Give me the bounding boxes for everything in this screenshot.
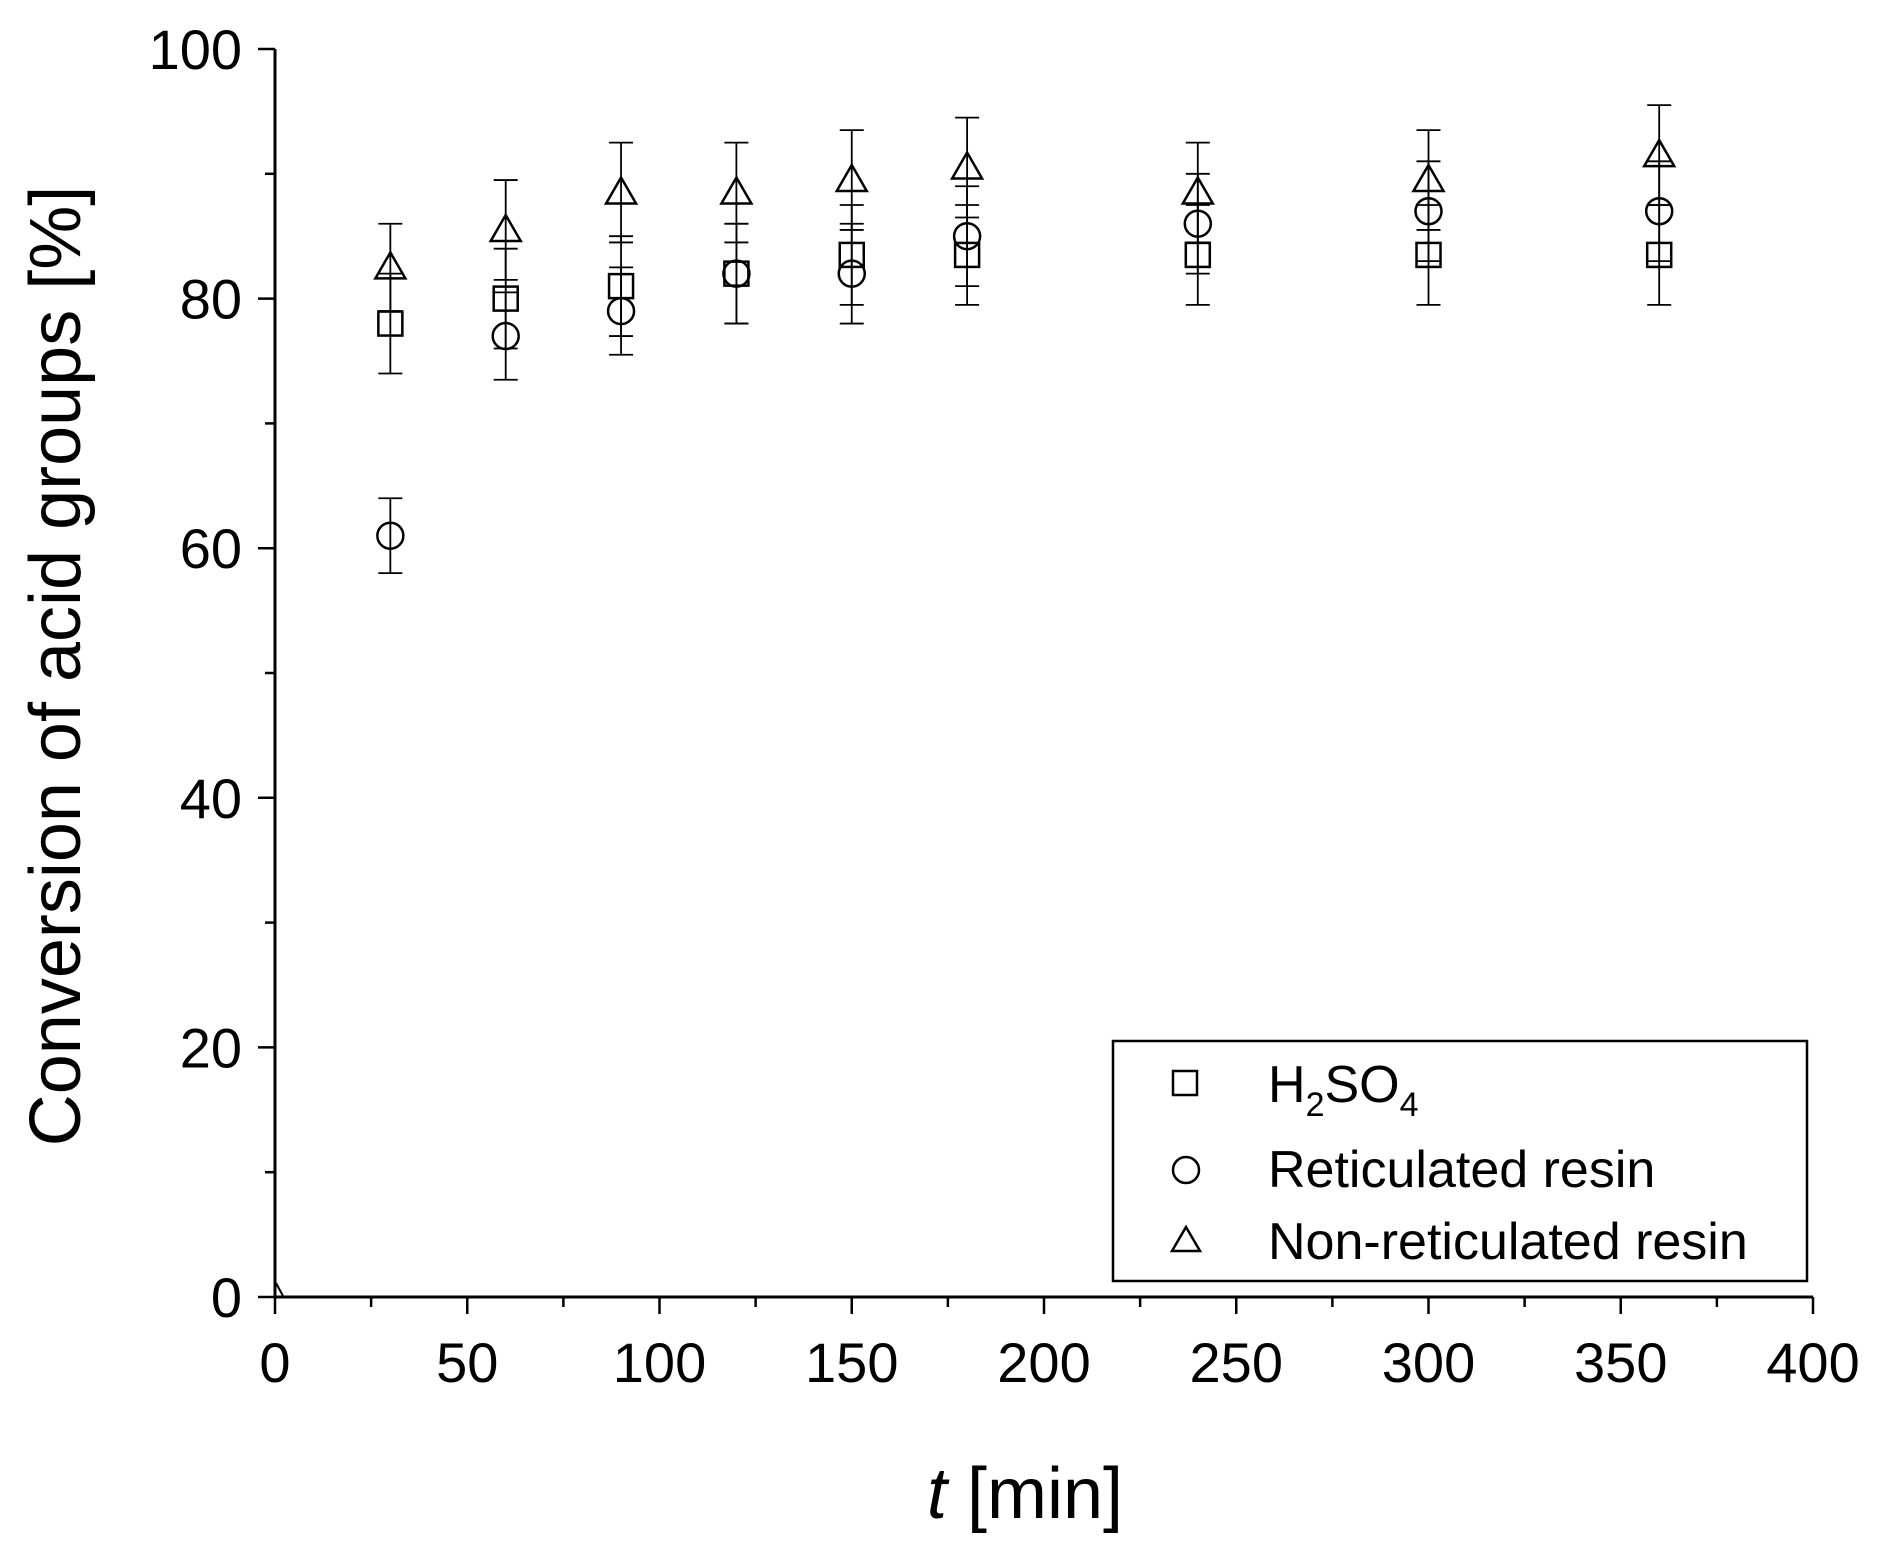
legend-label-non-reticulated: Non-reticulated resin bbox=[1268, 1213, 1748, 1271]
data-point-non-reticulated bbox=[1642, 137, 1677, 168]
x-tick-label: 300 bbox=[1382, 1331, 1475, 1394]
y-axis-title: Conversion of acid groups [%] bbox=[16, 186, 96, 1147]
legend-box bbox=[1111, 1039, 1809, 1283]
data-point-non-reticulated bbox=[373, 249, 408, 280]
y-tick-label: 60 bbox=[180, 517, 242, 580]
data-point-reticulated bbox=[837, 259, 866, 288]
plot-area: 0 50 100 150 200 250 300 350 400 0 20 40 60 80 100 bbox=[149, 18, 1860, 1394]
data-point-reticulated bbox=[606, 296, 636, 326]
y-tick-label: 0 bbox=[211, 1266, 242, 1329]
legend: H2SO4 Reticulated resin Non-reticulated … bbox=[1111, 1039, 1809, 1283]
data-point-reticulated bbox=[491, 321, 520, 351]
legend-h2so4-sub1: 2 bbox=[1306, 1086, 1325, 1124]
y-tick-label: 40 bbox=[180, 767, 242, 830]
x-tick-label: 0 bbox=[259, 1331, 290, 1394]
x-tick-label: 200 bbox=[997, 1331, 1090, 1394]
y-tick-label: 100 bbox=[149, 18, 242, 81]
x-tick-label: 150 bbox=[805, 1331, 898, 1394]
legend-label-h2so4: H2SO4 bbox=[1268, 1056, 1419, 1124]
y-tick-label: 20 bbox=[180, 1016, 242, 1079]
x-tick-label: 250 bbox=[1190, 1331, 1283, 1394]
data-point-non-reticulated bbox=[834, 162, 869, 193]
legend-h2so4-so: SO bbox=[1324, 1056, 1399, 1114]
data-point-non-reticulated bbox=[719, 175, 754, 205]
legend-h2so4-h: H bbox=[1268, 1056, 1306, 1114]
data-point-reticulated bbox=[376, 521, 405, 550]
legend-h2so4-sub2: 4 bbox=[1400, 1086, 1419, 1124]
data-point-non-reticulated bbox=[1180, 175, 1215, 205]
x-axis-title: t [min] bbox=[927, 1454, 1123, 1534]
legend-marker-square bbox=[1171, 1069, 1199, 1097]
data-point-non-reticulated bbox=[603, 175, 639, 205]
data-point-reticulated bbox=[722, 259, 751, 288]
legend-marker-triangle bbox=[1169, 1224, 1203, 1253]
x-axis-title-unit: [min] bbox=[947, 1454, 1123, 1534]
data-point-non-reticulated bbox=[488, 212, 523, 243]
x-tick-label: 50 bbox=[436, 1331, 498, 1394]
data-point-non-reticulated bbox=[949, 150, 985, 180]
x-tick-label: 100 bbox=[613, 1331, 706, 1394]
data-point-reticulated bbox=[952, 221, 982, 251]
legend-label-reticulated: Reticulated resin bbox=[1268, 1141, 1655, 1199]
y-tick-label: 80 bbox=[180, 268, 242, 331]
origin-artifact bbox=[275, 1282, 284, 1297]
x-tick-label: 400 bbox=[1766, 1331, 1859, 1394]
legend-marker-circle bbox=[1171, 1155, 1201, 1185]
data-point-non-reticulated bbox=[1411, 162, 1446, 193]
x-axis-title-symbol: t bbox=[927, 1454, 950, 1534]
x-tick-label: 350 bbox=[1574, 1331, 1667, 1394]
